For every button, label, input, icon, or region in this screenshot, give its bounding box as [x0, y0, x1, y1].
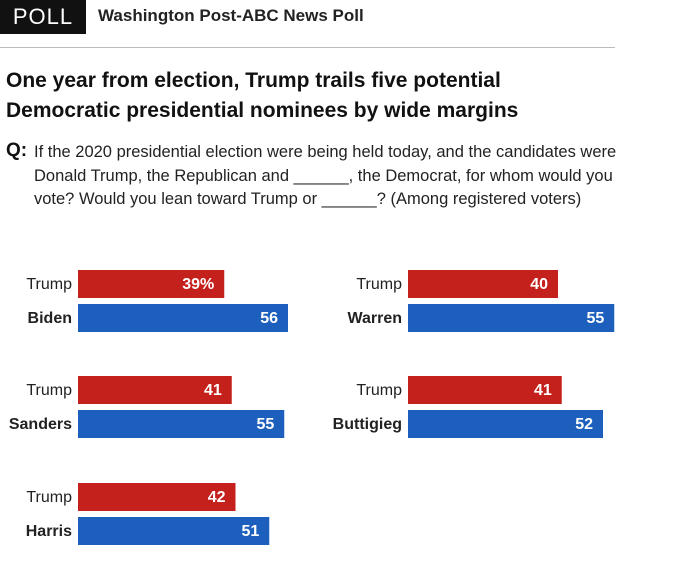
bar — [78, 483, 236, 511]
value-label: 56 — [260, 310, 278, 327]
divider — [0, 47, 615, 48]
category-label: Buttigieg — [333, 416, 402, 433]
value-label: 40 — [530, 276, 548, 293]
value-label: 41 — [534, 382, 552, 399]
bar — [78, 376, 232, 404]
category-label: Trump — [26, 489, 72, 506]
question-text: If the 2020 presidential election were b… — [34, 143, 617, 208]
value-label: 51 — [241, 523, 259, 540]
bar — [408, 304, 615, 332]
bar — [408, 376, 562, 404]
value-label: 39% — [182, 276, 214, 293]
category-label: Sanders — [9, 416, 72, 433]
category-label: Trump — [26, 382, 72, 399]
bar — [78, 517, 270, 545]
category-label: Harris — [26, 523, 72, 540]
category-label: Warren — [347, 310, 402, 327]
category-label: Trump — [356, 382, 402, 399]
category-label: Trump — [356, 276, 402, 293]
value-label: 55 — [256, 416, 274, 433]
bar — [78, 270, 225, 298]
poll-badge: POLL — [0, 0, 86, 34]
bar — [408, 410, 603, 438]
category-label: Trump — [26, 276, 72, 293]
value-label: 42 — [208, 489, 226, 506]
value-label: 41 — [204, 382, 222, 399]
question-label: Q: — [6, 140, 28, 161]
value-label: 55 — [586, 310, 604, 327]
bar — [408, 270, 558, 298]
value-label: 52 — [575, 416, 593, 433]
category-label: Biden — [28, 310, 72, 327]
source: Washington Post-ABC News Poll — [98, 6, 364, 25]
bar — [78, 410, 285, 438]
bar — [78, 304, 288, 332]
title: One year from election, Trump trails fiv… — [6, 69, 519, 122]
